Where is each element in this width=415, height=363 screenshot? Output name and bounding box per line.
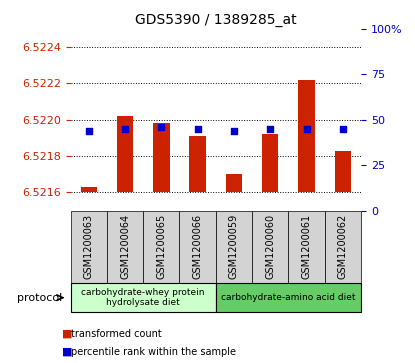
- Point: [267, 126, 273, 132]
- Text: GSM1200064: GSM1200064: [120, 214, 130, 280]
- Point: [339, 126, 346, 132]
- Text: GSM1200062: GSM1200062: [338, 214, 348, 280]
- Text: GSM1200065: GSM1200065: [156, 214, 166, 280]
- Bar: [335, 151, 351, 192]
- Point: [303, 126, 310, 132]
- Bar: [226, 174, 242, 192]
- Bar: [81, 187, 97, 192]
- Point: [194, 126, 201, 132]
- Text: ■: ■: [62, 329, 73, 339]
- Text: GSM1200061: GSM1200061: [302, 214, 312, 280]
- Text: GSM1200059: GSM1200059: [229, 214, 239, 280]
- Text: GSM1200066: GSM1200066: [193, 214, 203, 280]
- Text: protocol: protocol: [17, 293, 62, 303]
- Text: carbohydrate-amino acid diet: carbohydrate-amino acid diet: [221, 293, 356, 302]
- Text: percentile rank within the sample: percentile rank within the sample: [71, 347, 236, 357]
- Text: GSM1200060: GSM1200060: [265, 214, 275, 280]
- Point: [158, 124, 165, 130]
- Point: [122, 126, 128, 132]
- Title: GDS5390 / 1389285_at: GDS5390 / 1389285_at: [135, 13, 297, 26]
- Bar: [153, 123, 169, 192]
- Text: carbohydrate-whey protein
hydrolysate diet: carbohydrate-whey protein hydrolysate di…: [81, 288, 205, 307]
- Bar: [190, 136, 206, 192]
- Bar: [117, 116, 133, 192]
- Point: [231, 128, 237, 134]
- Text: transformed count: transformed count: [71, 329, 161, 339]
- Bar: [298, 80, 315, 192]
- Text: GSM1200063: GSM1200063: [84, 214, 94, 280]
- Bar: [262, 134, 278, 192]
- Text: ■: ■: [62, 347, 73, 357]
- Point: [85, 128, 92, 134]
